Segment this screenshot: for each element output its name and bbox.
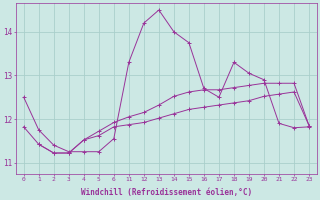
X-axis label: Windchill (Refroidissement éolien,°C): Windchill (Refroidissement éolien,°C) <box>81 188 252 197</box>
